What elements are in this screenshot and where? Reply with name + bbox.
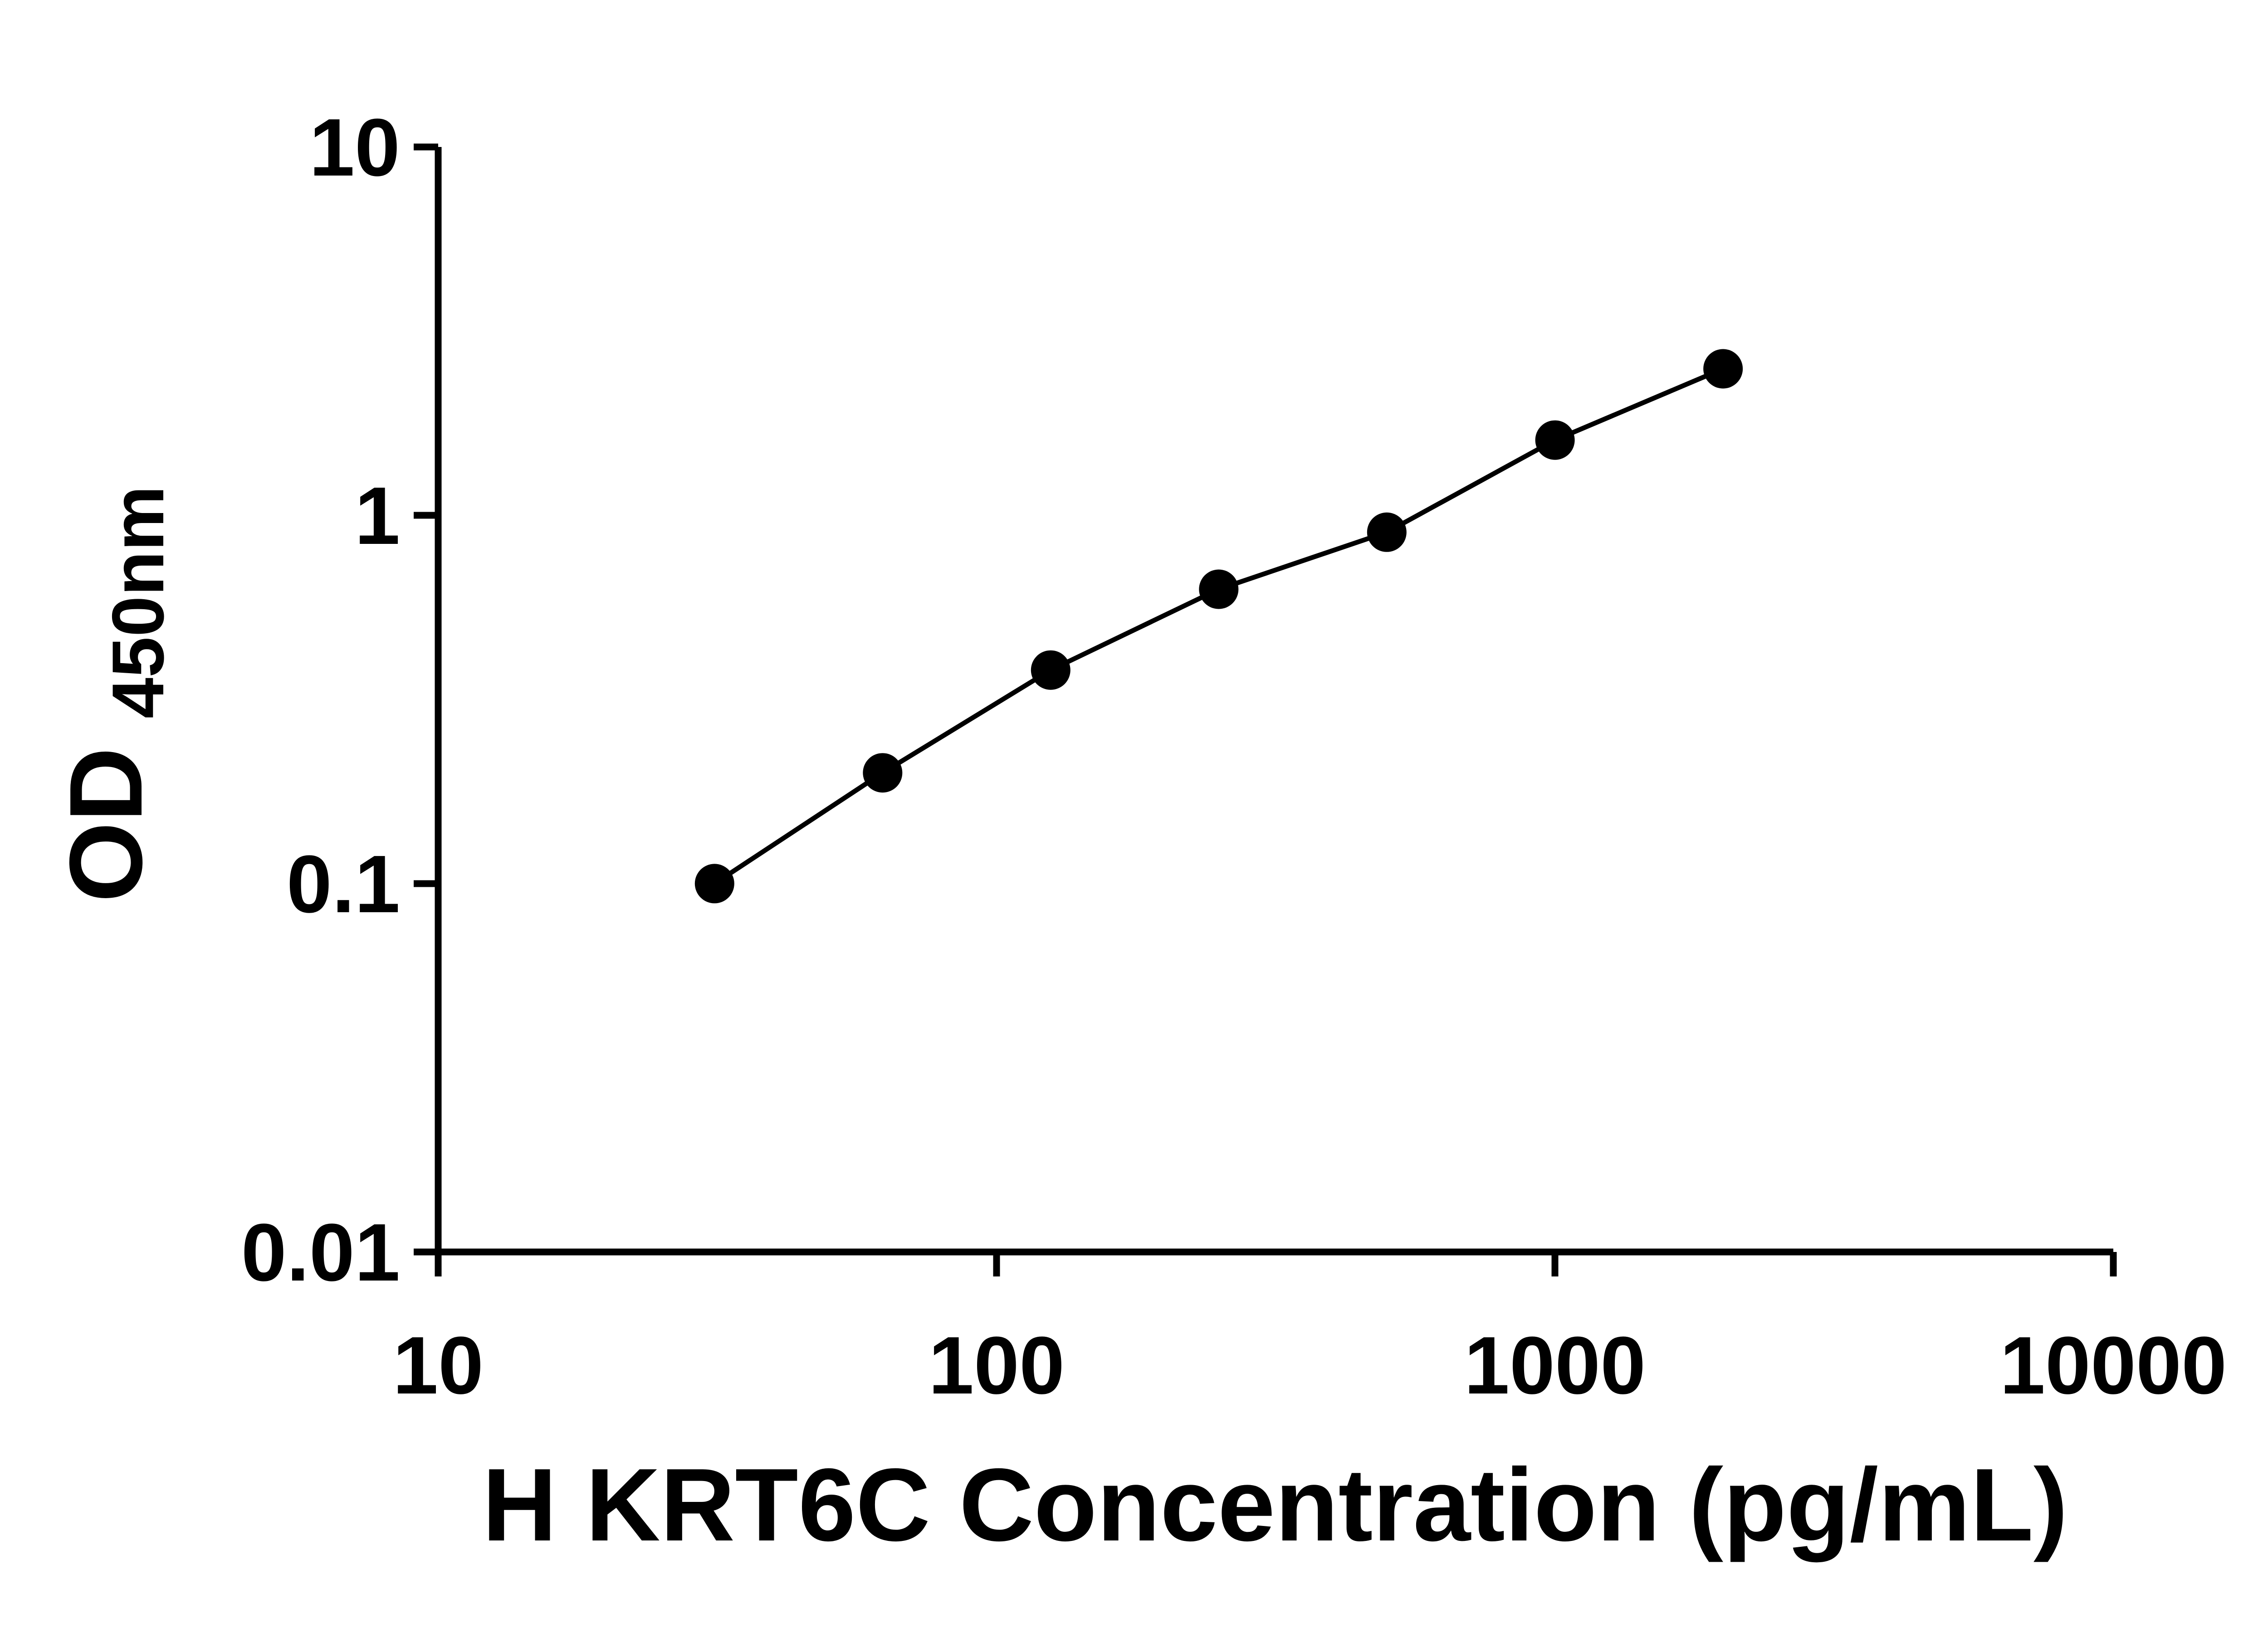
y-axis-tick-label: 0.01 <box>241 1207 400 1298</box>
data-point <box>1535 420 1575 460</box>
data-point <box>1031 650 1070 690</box>
data-series <box>694 349 1743 904</box>
y-axis-tick-label: 1 <box>355 470 400 562</box>
y-axis-title-main: OD <box>49 747 164 902</box>
axis-tick-labels: 10 100 1000 10000 0.01 0.1 1 10 <box>241 102 2227 1411</box>
y-axis-tick-label: 0.1 <box>287 839 400 930</box>
data-point <box>1703 349 1743 389</box>
data-point <box>694 864 734 904</box>
data-point <box>863 753 903 793</box>
y-axis-title-subscript: 450nm <box>97 486 179 719</box>
x-axis-tick-label: 100 <box>929 1320 1065 1411</box>
data-point <box>1367 512 1407 552</box>
x-axis-tick-label: 10 <box>393 1320 484 1411</box>
y-axis-tick-label: 10 <box>309 102 400 193</box>
x-axis-tick-label: 1000 <box>1464 1320 1646 1411</box>
data-point <box>1199 569 1239 609</box>
x-axis-tick-label: 10000 <box>2000 1320 2227 1411</box>
axis-ticks <box>414 143 2117 1276</box>
axis-lines <box>435 147 2113 1256</box>
y-axis-title: OD 450nm <box>49 486 179 903</box>
axes <box>435 147 2113 1256</box>
x-axis-title: H KRT6C Concentration (pg/mL) <box>482 1447 2068 1563</box>
